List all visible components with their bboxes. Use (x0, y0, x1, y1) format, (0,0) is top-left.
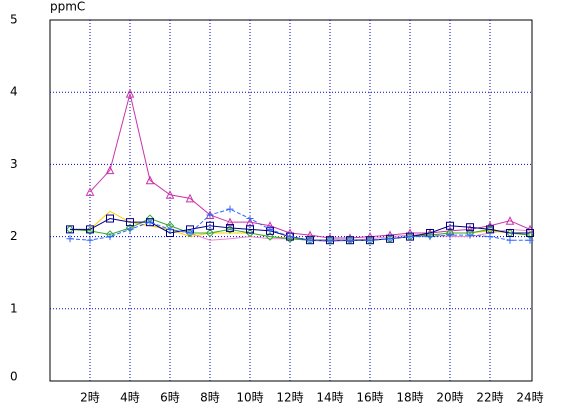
marker (346, 236, 354, 244)
x-tick-label: 22時 (476, 391, 503, 405)
marker (106, 233, 114, 241)
marker (126, 218, 134, 227)
marker (86, 236, 94, 244)
marker (226, 223, 234, 232)
marker (466, 231, 474, 239)
marker (306, 236, 314, 244)
marker (206, 221, 214, 230)
marker (446, 221, 454, 230)
marker (526, 228, 534, 237)
marker (246, 215, 254, 223)
marker (486, 233, 494, 241)
marker (245, 228, 255, 238)
marker (86, 225, 94, 234)
marker (126, 225, 134, 233)
y-tick-label: 1 (10, 301, 18, 315)
marker (186, 229, 194, 237)
y-axis-label: ppmC (50, 0, 85, 14)
marker (366, 236, 374, 244)
marker (526, 236, 534, 244)
x-tick-label: 20時 (436, 391, 463, 405)
marker (146, 218, 154, 226)
marker (185, 193, 195, 203)
marker (506, 228, 514, 237)
marker (125, 89, 135, 98)
marker (285, 234, 295, 243)
x-tick-label: 2時 (80, 391, 100, 405)
marker (66, 225, 74, 234)
plot-frame (49, 19, 533, 382)
marker (265, 232, 275, 241)
marker (505, 216, 515, 225)
x-tick-label: 12時 (276, 391, 303, 405)
x-tick-label: 10時 (236, 391, 263, 405)
marker (446, 231, 454, 239)
marker (506, 236, 514, 244)
marker (466, 223, 474, 232)
series-line (89, 93, 531, 239)
x-tick-label: 16時 (356, 391, 383, 405)
marker (266, 225, 274, 233)
marker (286, 233, 294, 241)
marker (386, 235, 394, 243)
marker (85, 187, 95, 196)
marker (66, 235, 74, 243)
x-tick-label: 14時 (316, 391, 343, 405)
marker (226, 205, 234, 213)
marker (486, 225, 494, 234)
marker (206, 211, 214, 219)
y-tick-label: 0 (10, 370, 18, 384)
y-tick-label: 4 (10, 85, 18, 99)
marker (426, 233, 434, 241)
marker (246, 225, 254, 234)
y-tick-label: 2 (10, 229, 18, 243)
x-tick-label: 6時 (160, 391, 180, 405)
marker (326, 236, 334, 244)
marker (105, 165, 115, 175)
y-tick-label: 5 (10, 13, 18, 27)
x-tick-label: 18時 (396, 391, 423, 405)
marker (406, 233, 414, 241)
x-tick-label: 4時 (120, 391, 140, 405)
x-tick-label: 8時 (200, 391, 220, 405)
marker (166, 225, 174, 233)
y-tick-label: 3 (10, 157, 18, 171)
marker (145, 175, 155, 185)
marker (205, 228, 215, 238)
marker (106, 214, 114, 223)
x-tick-label: 24時 (516, 391, 543, 405)
marker (165, 190, 175, 199)
